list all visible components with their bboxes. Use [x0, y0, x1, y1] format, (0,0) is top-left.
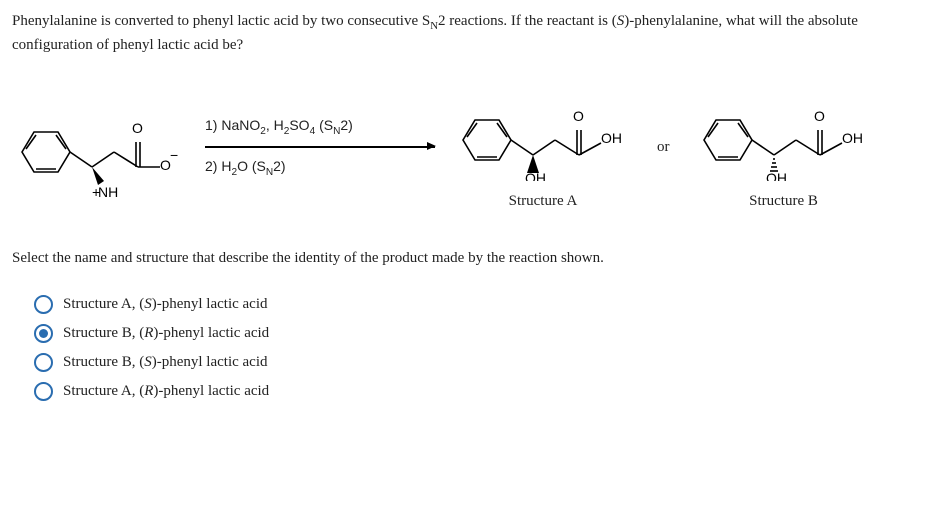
svg-text:O: O [132, 120, 143, 136]
svg-text:NH3: NH3 [98, 184, 118, 197]
option-label: Structure B, (S)-phenyl lactic acid [63, 354, 268, 371]
option-row-1[interactable]: Structure B, (R)-phenyl lactic acid [34, 324, 936, 343]
radio-button[interactable] [34, 353, 53, 372]
reaction-conditions: 1) NaNO2, H2SO4 (SN2) 2) H2O (SN2) [205, 117, 435, 178]
question-text: Phenylalanine is converted to phenyl lac… [12, 10, 936, 57]
radio-button[interactable] [34, 324, 53, 343]
structure-b-label: Structure B [749, 193, 818, 210]
select-prompt: Select the name and structure that descr… [12, 250, 936, 267]
radio-button[interactable] [34, 295, 53, 314]
or-text: or [651, 139, 676, 156]
option-label: Structure A, (R)-phenyl lactic acid [63, 383, 269, 400]
svg-text:−: − [170, 147, 178, 163]
product-b: O OH OH Structure B [694, 85, 874, 210]
structure-a-label: Structure A [509, 193, 578, 210]
reactant-molecule: O O − + NH3 [12, 97, 187, 197]
reaction-arrow [205, 146, 435, 148]
radio-button[interactable] [34, 382, 53, 401]
svg-text:OH: OH [525, 170, 546, 181]
reagent-step-2: 2) H2O (SN2) [205, 158, 286, 178]
option-label: Structure A, (S)-phenyl lactic acid [63, 296, 268, 313]
option-row-3[interactable]: Structure A, (R)-phenyl lactic acid [34, 382, 936, 401]
svg-text:O: O [814, 108, 825, 124]
reagent-step-1: 1) NaNO2, H2SO4 (SN2) [205, 117, 353, 137]
product-a: O OH OH Structure A [453, 85, 633, 210]
svg-text:O: O [573, 108, 584, 124]
option-row-2[interactable]: Structure B, (S)-phenyl lactic acid [34, 353, 936, 372]
svg-text:OH: OH [601, 130, 622, 146]
reaction-scheme: O O − + NH3 1) NaNO2, H2SO4 (SN2) 2) H2O… [12, 85, 936, 210]
svg-text:OH: OH [766, 170, 787, 181]
option-row-0[interactable]: Structure A, (S)-phenyl lactic acid [34, 295, 936, 314]
options-group: Structure A, (S)-phenyl lactic acid Struc… [12, 295, 936, 401]
svg-text:OH: OH [842, 130, 863, 146]
option-label: Structure B, (R)-phenyl lactic acid [63, 325, 269, 342]
